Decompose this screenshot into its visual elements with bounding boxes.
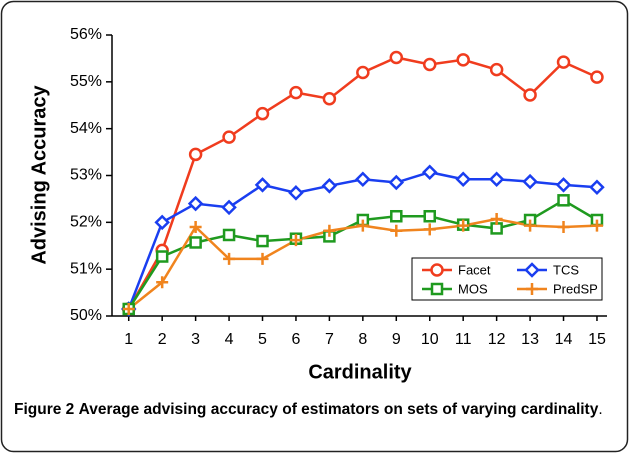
x-tick-label: 6	[291, 331, 300, 348]
marker	[356, 219, 369, 232]
marker	[222, 228, 236, 242]
marker	[423, 209, 436, 223]
marker	[323, 224, 336, 237]
marker	[222, 130, 236, 144]
marker	[488, 171, 505, 188]
legend-marker	[526, 283, 538, 295]
marker	[356, 65, 370, 80]
x-tick-label: 3	[191, 331, 200, 348]
legend-marker	[430, 282, 444, 296]
x-axis-title: Cardinality	[308, 361, 412, 383]
marker	[523, 88, 537, 102]
marker	[522, 173, 538, 190]
x-tick-label: 10	[421, 331, 439, 348]
marker	[590, 219, 603, 232]
y-tick-label: 54%	[70, 120, 102, 137]
marker	[289, 234, 302, 247]
y-tick-label: 51%	[70, 260, 102, 277]
y-tick-label: 50%	[70, 307, 102, 324]
marker	[223, 252, 236, 265]
caption-text: Average advising accuracy of estimators …	[78, 401, 599, 418]
marker	[189, 221, 202, 234]
marker	[557, 221, 570, 234]
marker	[288, 185, 304, 201]
legend-label: Facet	[458, 262, 491, 277]
marker	[455, 171, 471, 188]
caption: Figure 2 Average advising accuracy of es…	[14, 398, 614, 421]
x-tick-label: 9	[392, 331, 401, 348]
marker	[390, 209, 403, 223]
marker	[456, 53, 470, 67]
marker	[557, 194, 570, 207]
x-tick-label: 14	[555, 331, 573, 348]
legend-label: MOS	[458, 281, 488, 296]
x-tick-label: 11	[455, 331, 472, 348]
y-axis-title: Advising Accuracy	[28, 84, 50, 264]
marker	[156, 276, 169, 289]
marker	[556, 55, 571, 69]
legend-label: PredSP	[553, 281, 598, 296]
marker	[423, 223, 436, 236]
legend-marker	[430, 263, 444, 277]
legend-marker	[524, 262, 540, 278]
marker	[256, 252, 269, 265]
marker	[489, 62, 504, 77]
x-tick-label: 13	[521, 331, 539, 348]
legend-box	[411, 257, 603, 301]
marker	[355, 171, 371, 188]
marker	[255, 106, 270, 121]
x-tick-label: 5	[258, 331, 267, 348]
x-tick-label: 4	[225, 331, 234, 348]
marker	[221, 199, 237, 216]
marker	[154, 214, 170, 231]
x-tick-label: 1	[124, 331, 133, 348]
x-tick-label: 8	[358, 331, 367, 348]
marker	[321, 178, 338, 194]
caption-label: Figure 2	[14, 401, 75, 418]
marker	[421, 164, 438, 180]
x-tick-label: 2	[158, 331, 167, 348]
x-tick-label: 7	[325, 331, 334, 348]
marker	[555, 177, 572, 193]
marker	[490, 213, 503, 226]
marker	[122, 302, 135, 315]
marker	[289, 85, 303, 100]
marker	[389, 50, 404, 65]
marker	[256, 234, 269, 248]
x-tick-label: 12	[488, 331, 506, 348]
marker	[254, 177, 271, 193]
marker	[189, 236, 202, 249]
y-tick-label: 56%	[70, 26, 102, 43]
marker	[457, 219, 470, 232]
y-tick-label: 55%	[70, 73, 102, 90]
marker	[188, 147, 203, 162]
marker	[422, 57, 437, 72]
legend-label: TCS	[553, 262, 579, 277]
marker	[590, 70, 604, 84]
caption-end: .	[598, 401, 603, 418]
marker	[388, 174, 405, 191]
marker	[322, 91, 337, 106]
marker	[390, 224, 403, 237]
marker	[187, 195, 204, 212]
marker	[589, 179, 605, 195]
marker	[155, 250, 169, 263]
marker	[524, 219, 537, 232]
y-tick-label: 53%	[70, 167, 102, 184]
y-tick-label: 52%	[70, 214, 102, 231]
x-tick-label: 15	[588, 331, 606, 348]
